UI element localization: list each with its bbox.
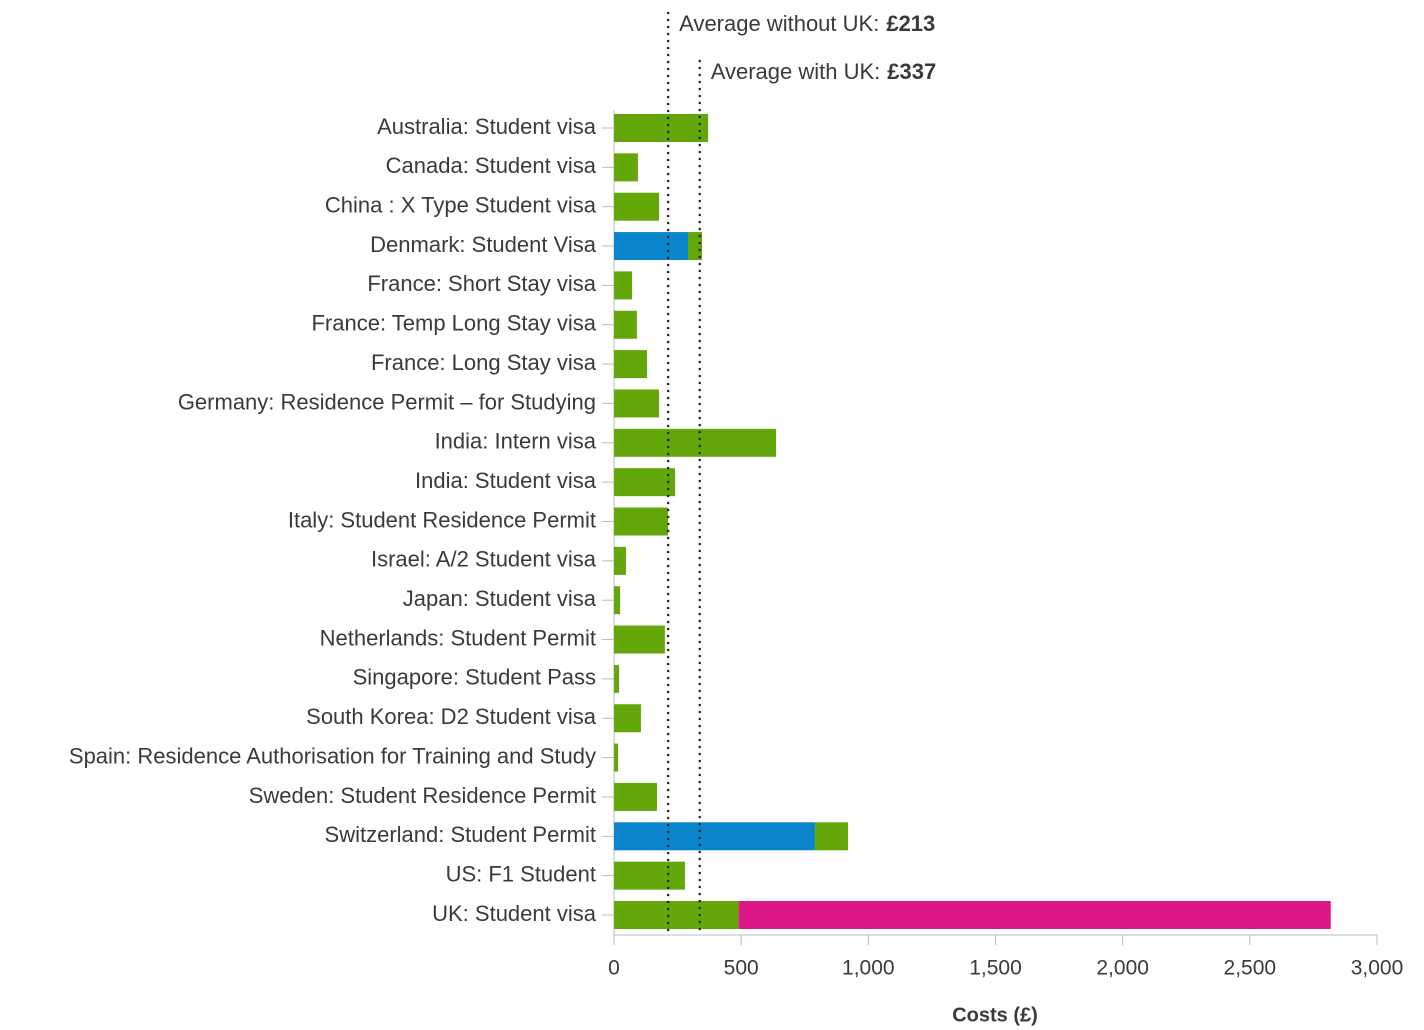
bar-segment [614,232,689,261]
average-label-value: £213 [886,11,935,36]
average-label-text: Average with UK: [711,59,881,84]
bar-segment [614,861,685,890]
average-label: Average without UK: £213 [679,11,935,36]
x-tick-label: 2,500 [1224,957,1277,980]
y-tick-label: France: Temp Long Stay visa [311,311,596,336]
x-tick-label: 1,000 [842,957,895,980]
bar-segment [814,822,848,851]
bar-segment [614,782,657,811]
bar-segment [614,271,633,300]
y-tick-label: South Korea: D2 Student visa [306,704,597,729]
y-tick-label: Italy: Student Residence Permit [288,507,596,532]
y-tick-label: India: Student visa [415,468,597,493]
average-label: Average with UK: £337 [711,59,937,84]
bar-segment [614,428,777,457]
x-tick-label: 1,500 [969,957,1022,980]
y-tick-label: UK: Student visa [432,901,597,926]
bar-segment [614,310,637,339]
y-tick-label: China : X Type Student visa [325,193,597,218]
y-tick-label: Singapore: Student Pass [353,665,596,690]
y-tick-label: Japan: Student visa [403,586,597,611]
y-tick-label: India: Intern visa [435,429,597,454]
x-tick-label: 2,000 [1096,957,1149,980]
bar-segment [614,901,739,929]
x-tick-label: 500 [724,957,759,980]
x-axis-title: Costs (£) [952,1004,1038,1026]
y-tick-label: Australia: Student visa [377,114,597,139]
bar-segment [614,822,815,851]
y-tick-label: Canada: Student visa [386,153,597,178]
bar-segment [688,232,702,261]
x-tick-label: 0 [608,957,620,980]
bar-segment [614,350,648,379]
bar-segment [614,192,660,221]
y-tick-label: US: F1 Student [446,861,596,886]
bar-segment [614,586,621,615]
bar-segment [614,114,709,142]
average-label-text: Average without UK: [679,11,879,36]
bar-segment [614,704,641,733]
y-tick-label: France: Long Stay visa [371,350,597,375]
average-label-value: £337 [887,59,936,84]
bar-segment [614,153,638,182]
y-tick-label: Switzerland: Student Permit [325,822,596,847]
y-tick-label: Spain: Residence Authorisation for Train… [69,743,596,768]
y-tick-label: Denmark: Student Visa [370,232,597,257]
bar-segment [614,507,668,536]
y-tick-label: Germany: Residence Permit – for Studying [178,389,596,414]
bar-segment [614,389,660,418]
x-tick-label: 3,000 [1351,957,1404,980]
bar-segment [738,901,1331,929]
y-tick-label: Netherlands: Student Permit [320,625,596,650]
y-tick-label: Sweden: Student Residence Permit [249,783,596,808]
bar-segment [614,468,676,497]
bar-segment [614,546,626,575]
y-tick-label: Israel: A/2 Student visa [371,547,597,572]
bar-segment [614,625,665,654]
y-tick-label: France: Short Stay visa [367,271,596,296]
bar-segment [614,743,619,772]
bar-segment [614,664,620,693]
